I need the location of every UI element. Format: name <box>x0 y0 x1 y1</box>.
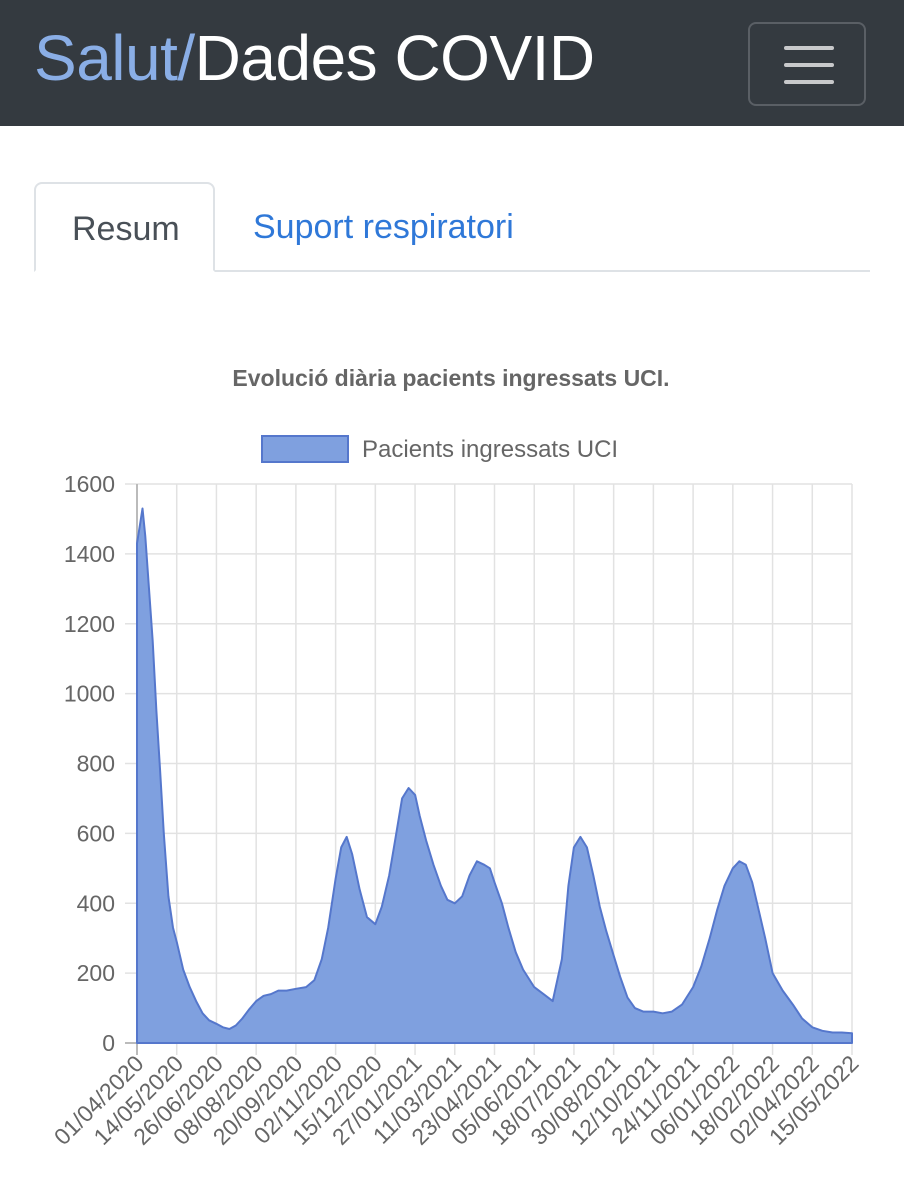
legend[interactable]: Pacients ingressats UCI <box>261 435 618 463</box>
legend-swatch <box>261 435 349 463</box>
tab-resum[interactable]: Resum <box>34 182 215 272</box>
y-tick-label: 0 <box>102 1030 115 1056</box>
uci-area-chart: Evolució diària pacients ingressats UCI.… <box>49 365 864 1150</box>
y-tick-label: 400 <box>77 890 115 916</box>
y-tick-label: 1200 <box>64 611 115 637</box>
menu-toggle-button[interactable] <box>748 22 866 106</box>
y-tick-label: 1000 <box>64 681 115 707</box>
y-tick-label: 800 <box>77 751 115 777</box>
navbar: Salut/Dades COVID <box>0 0 904 126</box>
legend-label: Pacients ingressats UCI <box>362 436 618 463</box>
brand-part2: Dades COVID <box>194 22 595 94</box>
tab-bar: Resum Suport respiratori <box>34 182 870 272</box>
series-area[interactable] <box>136 507 853 1044</box>
brand-part1: Salut/ <box>34 22 195 94</box>
y-tick-label: 1600 <box>64 471 115 497</box>
y-tick-label: 1400 <box>64 541 115 567</box>
y-tick-label: 600 <box>77 820 115 846</box>
brand-logo[interactable]: Salut/Dades COVID <box>34 22 595 94</box>
y-tick-label: 200 <box>77 960 115 986</box>
chart-title: Evolució diària pacients ingressats UCI. <box>232 365 669 391</box>
tab-suport-respiratori[interactable]: Suport respiratori <box>253 208 514 246</box>
